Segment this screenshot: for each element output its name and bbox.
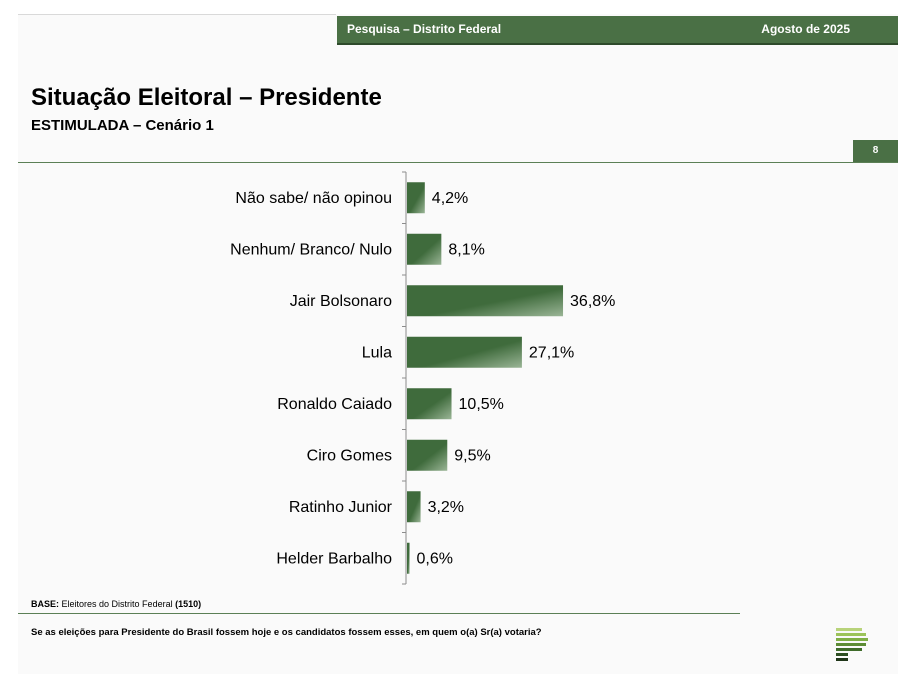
survey-date: Agosto de 2025: [761, 22, 850, 36]
category-label: Jair Bolsonaro: [290, 293, 392, 310]
category-label: Ciro Gomes: [307, 447, 392, 464]
category-label: Helder Barbalho: [276, 550, 392, 567]
category-label: Lula: [362, 344, 392, 361]
base-label: BASE:: [31, 599, 60, 609]
page-number: 8: [853, 140, 898, 162]
data-label: 10,5%: [459, 396, 504, 413]
page-subtitle: ESTIMULADA – Cenário 1: [31, 117, 214, 134]
data-label: 27,1%: [529, 344, 574, 361]
pollster-logo-icon: [836, 628, 868, 661]
bar: [407, 542, 410, 574]
bar: [407, 285, 564, 317]
data-label: 36,8%: [570, 293, 615, 310]
data-label: 8,1%: [448, 241, 484, 258]
base-note: BASE: Eleitores do Distrito Federal (151…: [31, 599, 201, 609]
category-label: Ratinho Junior: [289, 499, 393, 516]
category-label: Não sabe/ não opinou: [235, 190, 392, 207]
data-label: 9,5%: [454, 447, 490, 464]
header-band: Pesquisa – Distrito Federal Agosto de 20…: [337, 16, 898, 45]
category-label: Ronaldo Caiado: [277, 396, 392, 413]
bar: [407, 388, 452, 420]
base-count: (1510): [175, 599, 202, 609]
bar: [407, 336, 522, 368]
survey-name: Pesquisa – Distrito Federal: [347, 22, 502, 36]
bar: [407, 233, 442, 265]
page-title: Situação Eleitoral – Presidente: [31, 84, 382, 111]
data-label: 0,6%: [417, 550, 453, 567]
top-rule: [18, 14, 336, 15]
title-rule: [18, 162, 898, 163]
data-label: 3,2%: [428, 499, 464, 516]
data-label: 4,2%: [432, 190, 468, 207]
base-rule: [18, 613, 740, 614]
survey-question: Se as eleições para Presidente do Brasil…: [31, 627, 542, 638]
category-label: Nenhum/ Branco/ Nulo: [230, 241, 392, 258]
base-text: Eleitores do Distrito Federal: [61, 599, 173, 609]
bar: [407, 491, 421, 523]
bar: [407, 439, 448, 471]
bar: [407, 182, 425, 214]
